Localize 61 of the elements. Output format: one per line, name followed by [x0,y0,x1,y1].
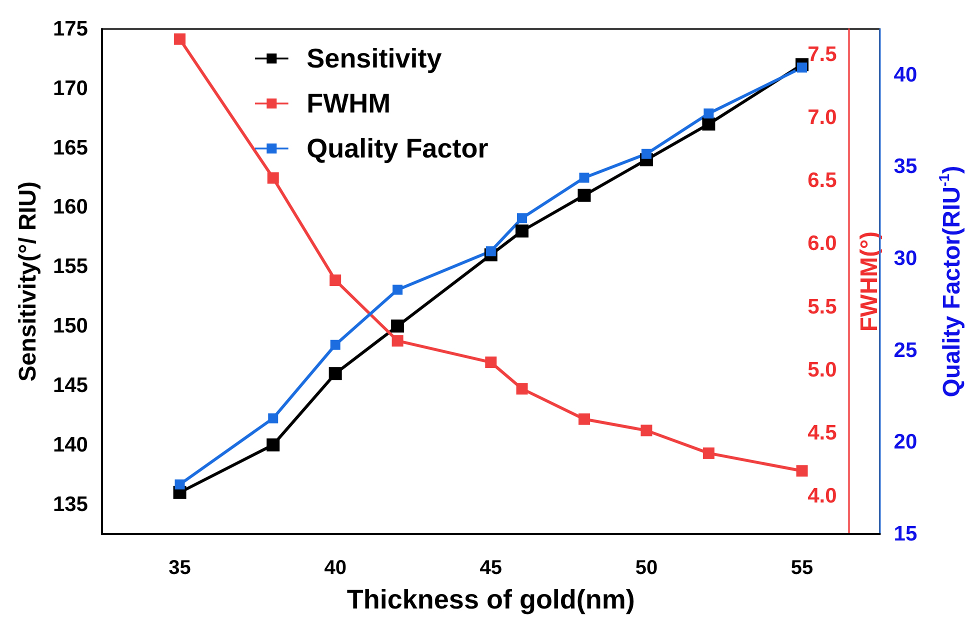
y3-tick-label: 30 [894,247,918,270]
y-tick-label: 160 [52,196,88,219]
y-tick-label: 140 [52,433,88,456]
y-axis-title: Sensitivity(°/ RIU) [14,181,42,382]
x-axis-title: Thickness of gold(nm) [346,584,635,614]
point [640,424,652,436]
point [578,413,590,425]
point [330,274,342,286]
y2-tick-label: 6.0 [808,232,837,256]
y-tick-label: 175 [52,18,88,40]
point [485,356,497,368]
y2-tick-label: 7.0 [808,106,837,129]
x-tick-label: 35 [168,557,191,579]
point [486,246,496,256]
y-tick-label: 170 [52,76,88,100]
legend-label: FWHM [306,88,391,118]
point [796,465,808,477]
y-tick-label: 145 [52,374,88,397]
point [174,479,185,490]
point [267,172,279,184]
y2-tick-label: 4.0 [808,484,837,508]
y2-tick-label: 5.0 [808,358,837,382]
y2-axis-title: FWHM(°) [856,231,884,332]
point [392,284,403,295]
y3-tick-label: 15 [894,522,918,546]
point [174,33,186,45]
y3-tick-label: 35 [894,155,918,178]
point [392,335,404,347]
y3-tick-label: 20 [894,430,918,454]
y2-tick-label: 7.5 [808,42,838,66]
point [578,188,591,202]
point [641,148,652,159]
y-tick-label: 165 [52,136,88,160]
x-tick-label: 40 [324,557,346,579]
y3-tick-label: 25 [894,338,918,362]
x-tick-label: 45 [480,557,502,579]
legend-label: Sensitivity [306,44,442,74]
y2-tick-label: 4.5 [808,422,838,444]
y2-tick-label: 6.5 [808,169,838,192]
point [330,340,340,350]
y-tick-label: 150 [52,314,88,338]
point [391,320,404,333]
y-tick-label: 135 [52,492,88,516]
point [266,438,280,452]
y2-tick-label: 5.5 [808,295,838,318]
point [702,447,714,459]
point [797,62,808,73]
point [704,108,714,118]
point [516,383,528,395]
point [268,413,278,424]
point [517,213,528,224]
point [702,118,716,131]
point [516,224,529,238]
legend-label: Quality Factor [306,134,489,164]
y3-axis-title: Quality Factor(RIU-1) [936,166,966,398]
x-tick-label: 55 [790,557,814,579]
point [579,172,590,183]
x-tick-label: 50 [635,557,658,579]
y-tick-label: 155 [52,255,88,278]
point [328,367,342,380]
y3-tick-label: 40 [894,63,918,86]
